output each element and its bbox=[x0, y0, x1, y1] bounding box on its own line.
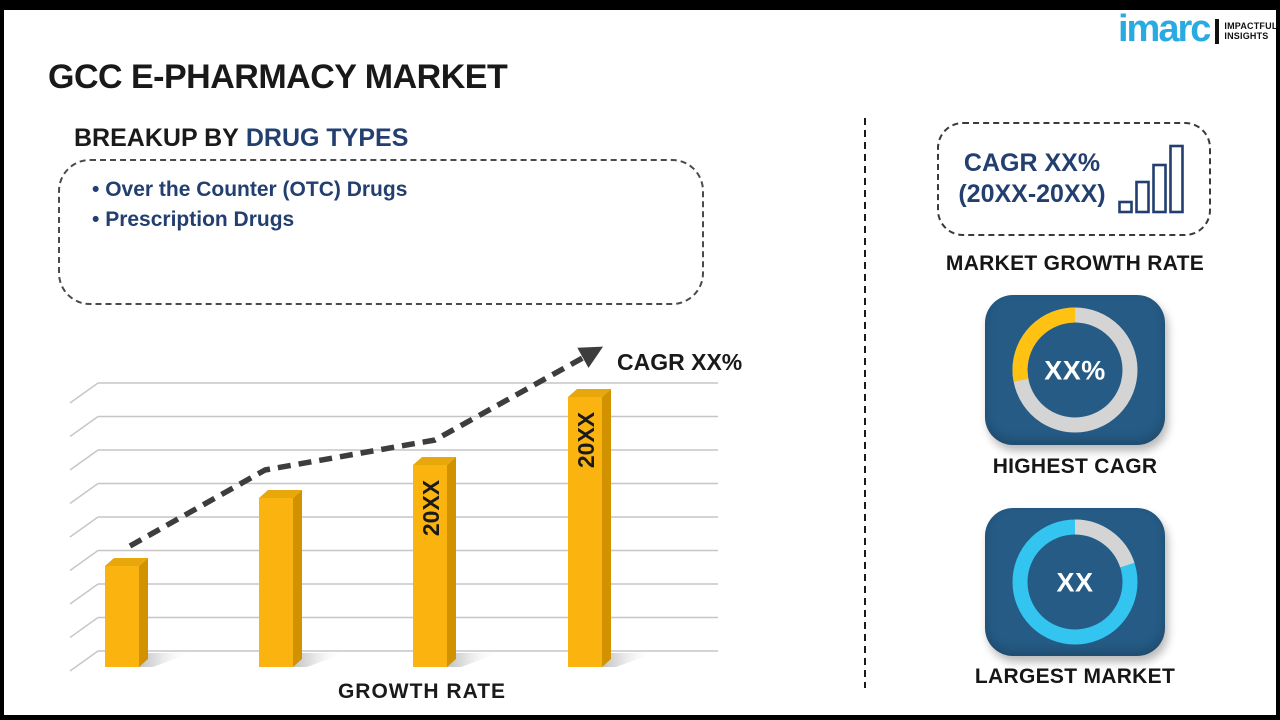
imarc-logo-text: imarc bbox=[1118, 8, 1211, 50]
section-heading: BREAKUP BY DRUG TYPES bbox=[74, 124, 408, 153]
bar bbox=[259, 498, 293, 667]
list-item: Over the Counter (OTC) Drugs bbox=[92, 175, 702, 205]
breakup-list: Over the Counter (OTC) Drugs Prescriptio… bbox=[60, 161, 702, 236]
growth-rate-chart: 20XX 20XX CAGR XX% GROWTH RATE bbox=[69, 346, 742, 703]
cagr-line2: (20XX-20XX) bbox=[958, 180, 1106, 208]
logo-tagline: IMPACTFUL INSIGHTS bbox=[1224, 21, 1277, 42]
trend-label: CAGR XX% bbox=[617, 349, 742, 375]
chart-gridlines bbox=[69, 382, 718, 672]
panel-divider bbox=[864, 118, 866, 688]
bar-label: 20XX bbox=[573, 411, 599, 468]
logo-tagline-line2: INSIGHTS bbox=[1224, 31, 1269, 41]
trend-arrow bbox=[128, 346, 604, 549]
largest-market-card: XX bbox=[985, 508, 1165, 656]
growing-bars-icon bbox=[1117, 144, 1184, 214]
logo-tagline-line1: IMPACTFUL bbox=[1224, 20, 1278, 31]
highest-cagr-donut: XX% bbox=[1012, 307, 1138, 433]
list-item: Prescription Drugs bbox=[92, 205, 702, 235]
logo-divider-bar bbox=[1215, 18, 1220, 44]
largest-market-caption: LARGEST MARKET bbox=[974, 665, 1176, 688]
bar-label: 20XX bbox=[418, 479, 444, 536]
market-growth-rate-box: CAGR XX% (20XX-20XX) bbox=[937, 122, 1211, 236]
highest-cagr-caption: HIGHEST CAGR bbox=[992, 455, 1158, 478]
cagr-text: CAGR XX% (20XX-20XX) bbox=[958, 148, 1105, 211]
market-growth-rate-caption: MARKET GROWTH RATE bbox=[945, 252, 1205, 275]
section-heading-prefix: BREAKUP BY bbox=[74, 124, 239, 152]
highest-cagr-value: XX% bbox=[1044, 356, 1106, 386]
largest-market-donut: XX bbox=[1012, 519, 1138, 645]
largest-market-value: XX bbox=[1056, 568, 1093, 598]
section-heading-highlight: DRUG TYPES bbox=[245, 124, 409, 152]
chart-bars: 20XX 20XX bbox=[105, 389, 654, 667]
imarc-logo: imarc IMPACTFUL INSIGHTS bbox=[1118, 8, 1278, 50]
bar bbox=[568, 397, 602, 667]
breakup-box: Over the Counter (OTC) Drugs Prescriptio… bbox=[58, 159, 704, 305]
bar bbox=[105, 566, 139, 667]
cagr-line1: CAGR XX% bbox=[963, 148, 1101, 177]
highest-cagr-card: XX% bbox=[985, 295, 1165, 445]
x-axis-label: GROWTH RATE bbox=[338, 680, 506, 703]
bar bbox=[413, 465, 447, 667]
page-title: GCC E-PHARMACY MARKET bbox=[48, 58, 508, 96]
